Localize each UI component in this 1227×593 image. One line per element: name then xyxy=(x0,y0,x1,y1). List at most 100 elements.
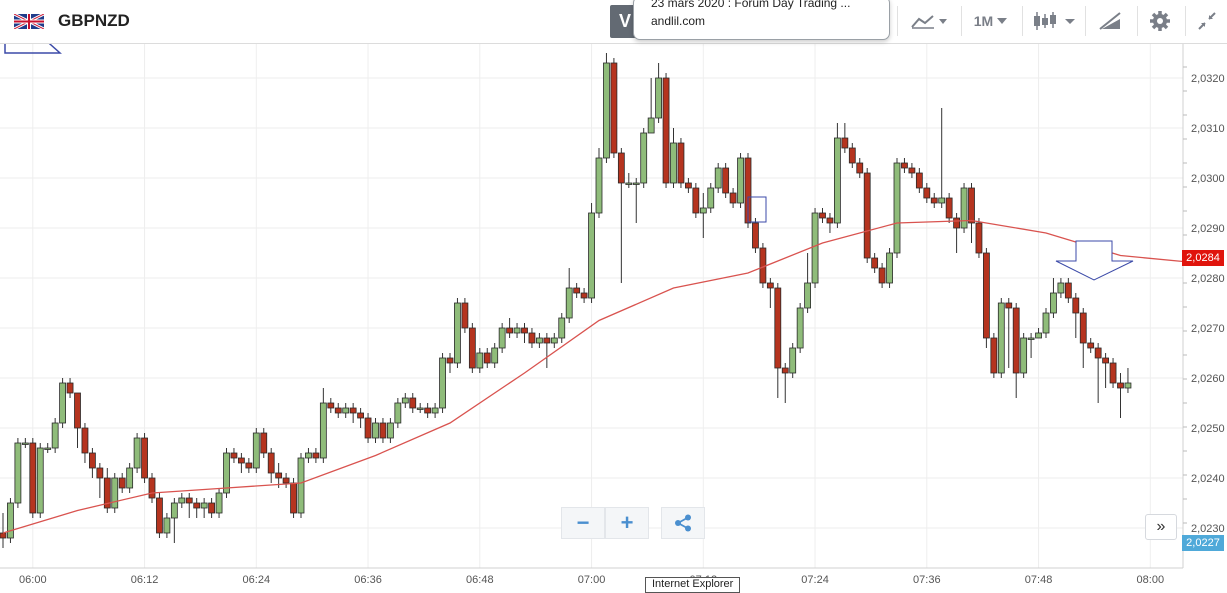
bull-candle-body xyxy=(1020,337,1028,374)
x-tick-label: 06:24 xyxy=(243,574,271,586)
share-button[interactable] xyxy=(661,507,705,539)
scroll-to-latest-button[interactable]: » xyxy=(1145,514,1177,540)
toolbar-divider xyxy=(1137,6,1138,36)
bull-candle-body xyxy=(36,447,44,514)
candle xyxy=(334,403,342,418)
bear-candle-body xyxy=(1064,282,1072,299)
timeframe-button[interactable]: 1M xyxy=(966,0,1016,42)
candle xyxy=(21,438,29,448)
candle xyxy=(893,158,901,258)
bear-candle-body xyxy=(245,462,253,469)
bull-candle-body xyxy=(804,282,811,309)
bull-candle-body xyxy=(714,167,722,189)
bear-candle-body xyxy=(96,467,104,479)
candle xyxy=(1027,333,1035,358)
candle xyxy=(1012,303,1020,398)
settings-button[interactable] xyxy=(1142,0,1178,42)
bull-candle-body xyxy=(59,382,66,424)
candle xyxy=(603,53,610,163)
bear-candle-body xyxy=(74,392,81,429)
bear-candle-body xyxy=(275,472,283,479)
drawing-tools-button[interactable] xyxy=(1090,0,1130,42)
candle xyxy=(111,473,119,513)
candle xyxy=(319,388,327,463)
bear-candle-body xyxy=(483,352,491,364)
y-tick-label: 2,0230 xyxy=(1191,523,1225,535)
candle xyxy=(454,298,461,368)
zoom-in-button[interactable]: + xyxy=(605,507,649,539)
candle xyxy=(386,418,394,443)
candle xyxy=(938,108,946,208)
y-tick-label: 2,0300 xyxy=(1191,173,1225,185)
x-tick-label: 06:36 xyxy=(354,574,382,586)
candle xyxy=(640,128,648,188)
bear-candle-body xyxy=(863,172,871,259)
candle xyxy=(193,498,201,518)
bear-candle-body xyxy=(983,252,990,339)
candle xyxy=(252,428,260,473)
bull-candle-body xyxy=(431,407,439,414)
bull-candle-body xyxy=(670,142,677,184)
bear-candle-body xyxy=(856,162,864,174)
candle xyxy=(208,498,216,518)
candle xyxy=(685,178,692,193)
candle xyxy=(707,183,715,213)
zoom-out-button[interactable]: − xyxy=(561,507,605,539)
bear-candle-body xyxy=(103,477,111,509)
bull-candle-body xyxy=(513,327,521,334)
bull-candle-body xyxy=(565,287,573,319)
x-tick-label: 07:36 xyxy=(913,574,941,586)
candle xyxy=(521,323,528,343)
bull-candle-body xyxy=(44,447,52,450)
candle xyxy=(0,513,7,548)
bear-candle-body xyxy=(1087,342,1095,349)
y-axis: 2,0230 2,0240 2,0250 2,0260 2,0270 2,0280 2,02… xyxy=(1182,42,1225,568)
indicators-button[interactable] xyxy=(904,0,954,42)
candle xyxy=(364,413,372,443)
candle xyxy=(647,78,655,134)
candle xyxy=(699,193,707,238)
bull-candle-body xyxy=(1027,337,1035,340)
popup-url[interactable]: andlil.com xyxy=(651,14,706,28)
bull-candle-body xyxy=(200,502,208,509)
candle xyxy=(1087,338,1095,353)
x-tick-label: 07:48 xyxy=(1025,574,1053,586)
bull-candle-body xyxy=(640,132,648,184)
notification-popup[interactable]: 23 mars 2020 : Forum Day Trading ... and… xyxy=(633,0,890,40)
bear-candle-body xyxy=(327,402,335,409)
bull-candle-body xyxy=(737,157,744,204)
candle xyxy=(670,128,677,188)
x-tick-label: 07:24 xyxy=(801,574,829,586)
bear-candle-body xyxy=(908,167,916,174)
candle xyxy=(960,183,968,233)
bear-candle-body xyxy=(685,182,692,189)
bull-candle-body xyxy=(834,137,841,224)
bull-candle-body xyxy=(297,457,305,514)
bull-candle-body xyxy=(886,252,893,284)
candle xyxy=(774,283,782,398)
candle xyxy=(901,158,908,173)
bear-candle-body xyxy=(29,442,37,514)
candle xyxy=(312,448,320,463)
bull-candle-body xyxy=(163,517,171,534)
candle xyxy=(260,428,268,458)
candle xyxy=(446,353,454,373)
selection-box-annotation xyxy=(747,196,767,223)
bull-candle-body xyxy=(647,117,655,134)
candle xyxy=(29,438,37,518)
candle xyxy=(245,458,253,473)
bear-candle-body xyxy=(923,187,931,199)
y-tick-label: 2,0240 xyxy=(1191,473,1225,485)
bear-candle-body xyxy=(260,432,268,454)
bear-candle-body xyxy=(692,187,700,214)
gbp-nzd-flag-icon xyxy=(14,14,44,29)
collapse-button[interactable] xyxy=(1192,0,1222,42)
bear-candle-body xyxy=(968,187,975,224)
bull-candle-body xyxy=(588,212,595,299)
down-arrow-annotation xyxy=(1055,240,1134,281)
chevron-down-icon xyxy=(997,18,1008,24)
chart-type-button[interactable] xyxy=(1028,0,1080,42)
candle xyxy=(871,253,879,273)
bear-candle-body xyxy=(871,257,879,269)
